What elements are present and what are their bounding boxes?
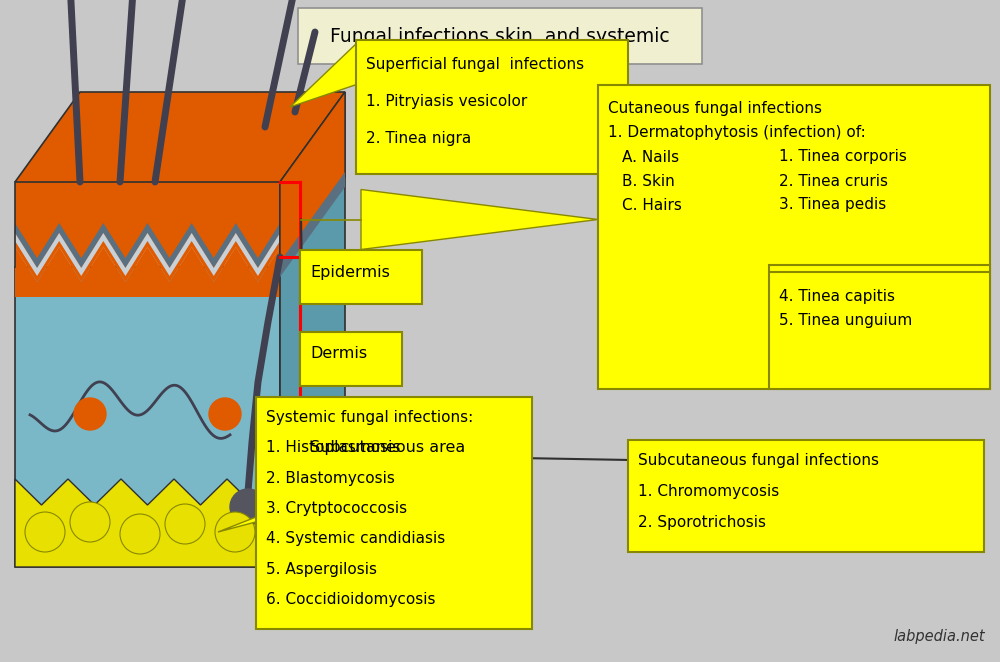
Polygon shape xyxy=(280,407,345,567)
Text: 1. Dermatophytosis (infection) of:: 1. Dermatophytosis (infection) of: xyxy=(608,126,866,140)
FancyBboxPatch shape xyxy=(256,397,532,629)
Polygon shape xyxy=(15,247,280,297)
FancyBboxPatch shape xyxy=(628,440,984,552)
FancyBboxPatch shape xyxy=(300,425,466,479)
FancyBboxPatch shape xyxy=(300,250,422,304)
Text: B. Skin: B. Skin xyxy=(622,173,675,189)
Circle shape xyxy=(230,489,266,525)
Text: Subcutaneous fungal infections: Subcutaneous fungal infections xyxy=(638,453,879,468)
Text: 5. Aspergilosis: 5. Aspergilosis xyxy=(266,562,377,577)
Circle shape xyxy=(74,398,106,430)
Text: 2. Tinea nigra: 2. Tinea nigra xyxy=(366,131,471,146)
Circle shape xyxy=(165,504,205,544)
Polygon shape xyxy=(15,233,280,276)
Circle shape xyxy=(215,512,255,552)
Text: Superficial fungal  infections: Superficial fungal infections xyxy=(366,57,584,71)
Text: labpedia.net: labpedia.net xyxy=(893,629,985,644)
Polygon shape xyxy=(361,189,598,250)
Circle shape xyxy=(209,398,241,430)
Polygon shape xyxy=(218,409,530,532)
Polygon shape xyxy=(280,172,345,277)
Text: 2. Tinea cruris: 2. Tinea cruris xyxy=(779,173,888,189)
Text: 6. Coccidioidomycosis: 6. Coccidioidomycosis xyxy=(266,592,436,607)
Text: Dermis: Dermis xyxy=(310,346,367,361)
Polygon shape xyxy=(280,92,345,567)
FancyBboxPatch shape xyxy=(356,40,628,174)
Text: 2. Sporotrichosis: 2. Sporotrichosis xyxy=(638,515,766,530)
Text: Systemic fungal infections:: Systemic fungal infections: xyxy=(266,410,473,425)
Text: 4. Systemic candidiasis: 4. Systemic candidiasis xyxy=(266,532,445,546)
Circle shape xyxy=(120,514,160,554)
Text: 1. Pitryiasis vesicolor: 1. Pitryiasis vesicolor xyxy=(366,94,527,109)
Text: Epidermis: Epidermis xyxy=(310,265,390,279)
Circle shape xyxy=(70,502,110,542)
FancyBboxPatch shape xyxy=(300,332,402,386)
Polygon shape xyxy=(15,479,280,567)
Text: Subcutaneous area: Subcutaneous area xyxy=(310,440,465,455)
Polygon shape xyxy=(15,223,280,268)
Text: Fungal infections skin, and systemic: Fungal infections skin, and systemic xyxy=(330,26,670,46)
Text: A. Nails: A. Nails xyxy=(622,150,679,164)
FancyBboxPatch shape xyxy=(769,265,990,389)
Text: 3. Tinea pedis: 3. Tinea pedis xyxy=(779,197,886,213)
Polygon shape xyxy=(15,92,345,182)
Circle shape xyxy=(25,512,65,552)
Text: 3. Crytptococcosis: 3. Crytptococcosis xyxy=(266,501,407,516)
Text: 2. Blastomycosis: 2. Blastomycosis xyxy=(266,471,395,485)
Text: 5. Tinea unguium: 5. Tinea unguium xyxy=(779,314,912,328)
Text: 4. Tinea capitis: 4. Tinea capitis xyxy=(779,289,895,305)
Text: C. Hairs: C. Hairs xyxy=(622,197,682,213)
Text: Cutaneous fungal infections: Cutaneous fungal infections xyxy=(608,101,822,117)
FancyBboxPatch shape xyxy=(298,8,702,64)
Polygon shape xyxy=(15,182,280,282)
Text: 1. Histoplasmosis: 1. Histoplasmosis xyxy=(266,440,400,455)
Polygon shape xyxy=(290,42,358,107)
Text: 1. Chromomycosis: 1. Chromomycosis xyxy=(638,484,779,499)
Polygon shape xyxy=(280,92,345,267)
Text: 1. Tinea corporis: 1. Tinea corporis xyxy=(779,150,907,164)
FancyBboxPatch shape xyxy=(598,85,990,389)
Polygon shape xyxy=(15,267,280,567)
